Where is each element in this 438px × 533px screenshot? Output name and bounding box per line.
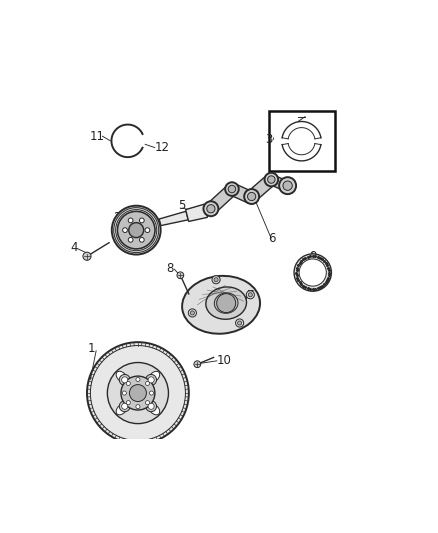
Circle shape [237, 321, 242, 325]
Circle shape [128, 238, 133, 242]
Ellipse shape [149, 372, 160, 382]
Circle shape [136, 405, 140, 409]
Text: 12: 12 [154, 141, 169, 154]
Circle shape [283, 181, 292, 190]
Text: 3: 3 [265, 133, 273, 146]
Circle shape [225, 182, 239, 196]
Circle shape [145, 382, 149, 385]
Bar [268, 111, 335, 171]
Circle shape [146, 374, 156, 385]
Circle shape [145, 401, 149, 405]
Circle shape [247, 192, 256, 200]
Circle shape [126, 401, 131, 405]
Circle shape [128, 218, 133, 223]
Ellipse shape [116, 404, 127, 415]
Circle shape [177, 272, 184, 279]
Circle shape [236, 319, 244, 327]
Circle shape [117, 212, 155, 249]
Circle shape [203, 201, 219, 216]
Circle shape [126, 382, 131, 385]
Text: 4: 4 [71, 241, 78, 254]
Circle shape [122, 403, 128, 409]
Circle shape [248, 293, 252, 297]
Circle shape [212, 276, 220, 284]
Circle shape [194, 361, 201, 368]
Circle shape [228, 185, 236, 193]
Circle shape [149, 391, 154, 395]
Ellipse shape [214, 293, 238, 313]
Circle shape [299, 259, 326, 286]
Polygon shape [159, 211, 188, 225]
Circle shape [83, 252, 91, 260]
Circle shape [129, 385, 146, 401]
Circle shape [214, 278, 218, 282]
Text: 1: 1 [88, 342, 95, 356]
Circle shape [121, 376, 155, 410]
Circle shape [107, 362, 169, 424]
Text: 11: 11 [90, 130, 105, 143]
Polygon shape [269, 175, 289, 191]
Circle shape [265, 173, 278, 187]
Polygon shape [230, 183, 253, 203]
Circle shape [146, 401, 156, 411]
Circle shape [279, 177, 296, 194]
Circle shape [123, 228, 127, 232]
Circle shape [244, 189, 259, 204]
Circle shape [148, 377, 154, 383]
Circle shape [119, 374, 130, 385]
Circle shape [148, 403, 154, 409]
Circle shape [136, 377, 140, 382]
Circle shape [119, 401, 130, 411]
Text: 10: 10 [216, 353, 231, 367]
Circle shape [246, 290, 254, 299]
Circle shape [122, 377, 128, 383]
Text: 7: 7 [247, 289, 255, 302]
Polygon shape [186, 204, 208, 221]
Polygon shape [247, 176, 274, 201]
Circle shape [139, 238, 144, 242]
Ellipse shape [206, 287, 247, 319]
Circle shape [188, 309, 197, 317]
Circle shape [294, 254, 332, 291]
Ellipse shape [116, 372, 127, 382]
Text: 5: 5 [178, 199, 186, 212]
Circle shape [145, 228, 150, 232]
Circle shape [191, 311, 194, 315]
Circle shape [87, 342, 189, 444]
Circle shape [217, 294, 236, 313]
Circle shape [207, 205, 215, 213]
Text: 6: 6 [268, 232, 276, 245]
Circle shape [90, 345, 185, 441]
Polygon shape [207, 185, 235, 213]
Text: 9: 9 [310, 250, 317, 263]
Circle shape [139, 218, 144, 223]
Ellipse shape [182, 276, 260, 334]
Text: 2: 2 [113, 211, 120, 224]
Text: 8: 8 [166, 262, 174, 275]
Circle shape [122, 391, 127, 395]
Circle shape [112, 206, 161, 255]
Circle shape [129, 223, 144, 238]
Circle shape [268, 176, 275, 183]
Ellipse shape [149, 404, 160, 415]
